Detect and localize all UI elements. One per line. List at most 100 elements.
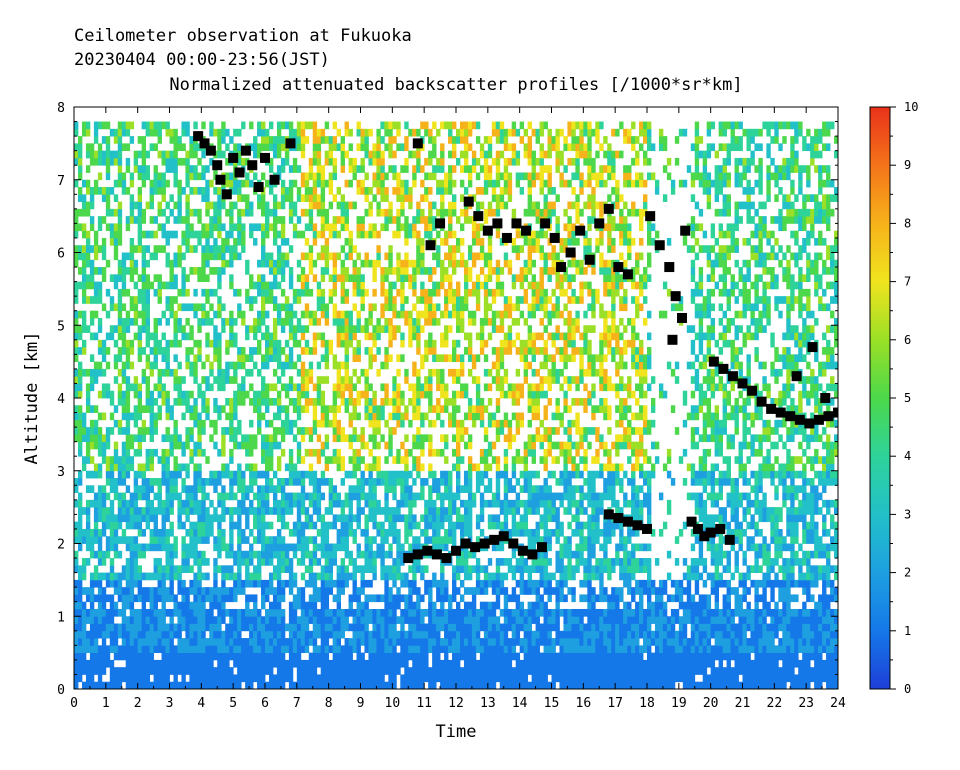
heat-cell: [177, 463, 182, 472]
heat-cell: [137, 579, 143, 588]
heat-cell: [137, 550, 143, 559]
heat-cell: [467, 565, 473, 573]
heat-cell: [173, 165, 178, 173]
heat-cell: [81, 645, 87, 654]
heat-cell: [284, 303, 290, 312]
heat-cell: [141, 136, 147, 144]
heat-cell: [217, 448, 222, 457]
heat-cell: [388, 543, 393, 552]
heat-cell: [157, 208, 162, 217]
heat-cell: [324, 645, 330, 654]
heat-cell: [404, 267, 409, 275]
heat-cell: [261, 485, 266, 493]
heat-cell: [316, 448, 322, 457]
heat-cell: [197, 274, 202, 282]
heat-cell: [384, 208, 389, 217]
heat-cell: [165, 201, 170, 210]
heat-cell: [452, 499, 457, 508]
heat-cell: [209, 528, 214, 537]
heat-cell: [253, 492, 258, 501]
heat-cell: [249, 419, 254, 428]
heat-cell: [113, 339, 119, 348]
heat-cell: [173, 470, 178, 479]
heat-cell: [109, 157, 115, 166]
heat-cell: [312, 230, 318, 239]
heat-cell: [117, 179, 123, 188]
heat-cell: [459, 521, 465, 530]
heat-cell: [221, 543, 226, 552]
heat-cell: [280, 674, 286, 683]
heat-cell: [133, 499, 139, 508]
heat-cell: [448, 521, 453, 530]
heat-cell: [265, 223, 270, 232]
heat-cell: [440, 572, 445, 581]
heat-cell: [177, 303, 182, 312]
heat-cell: [320, 179, 326, 188]
heat-cell: [153, 274, 158, 282]
heat-cell: [280, 216, 286, 224]
heat-cell: [149, 572, 154, 581]
heat-cell: [372, 645, 377, 654]
heat-cell: [257, 325, 262, 333]
heat-cell: [316, 303, 322, 312]
heat-cell: [356, 616, 361, 624]
heat-cell: [428, 587, 433, 595]
heat-cell: [181, 608, 186, 617]
heat-cell: [161, 630, 166, 639]
heat-cell: [197, 667, 202, 675]
heat-cell: [463, 478, 469, 486]
heat-cell: [161, 245, 166, 253]
heat-cell: [225, 681, 230, 689]
heat-cell: [280, 448, 286, 457]
heat-cell: [185, 608, 190, 617]
heat-cell: [101, 121, 107, 130]
heat-cell: [101, 456, 107, 464]
heat-cell: [404, 492, 409, 501]
heat-cell: [392, 623, 397, 632]
heat-cell: [296, 187, 302, 195]
heat-cell: [85, 441, 91, 450]
heat-cell: [463, 165, 469, 173]
heat-cell: [221, 376, 226, 384]
heat-cell: [380, 187, 385, 195]
heat-cell: [408, 398, 413, 406]
heat-cell: [344, 492, 349, 501]
heat-cell: [300, 616, 306, 624]
heat-cell: [261, 623, 266, 632]
heat-cell: [340, 667, 345, 675]
heat-cell: [296, 623, 302, 632]
heat-cell: [109, 463, 115, 472]
heat-cell: [113, 303, 119, 312]
heat-cell: [197, 267, 202, 275]
heat-cell: [74, 347, 79, 355]
heat-cell: [157, 223, 162, 232]
heat-cell: [205, 398, 210, 406]
heat-cell: [161, 448, 166, 457]
heat-cell: [412, 150, 417, 159]
heat-cell: [137, 208, 143, 217]
heat-cell: [233, 674, 238, 683]
heat-cell: [217, 296, 222, 304]
heat-cell: [284, 296, 290, 304]
heat-cell: [420, 463, 425, 472]
heat-cell: [360, 528, 365, 537]
heat-cell: [324, 412, 330, 421]
heat-cell: [308, 463, 314, 472]
heat-cell: [276, 398, 282, 406]
heat-cell: [109, 674, 115, 683]
heat-cell: [276, 128, 282, 137]
heat-cell: [372, 594, 377, 603]
heat-cell: [245, 179, 250, 188]
heat-cell: [428, 310, 433, 319]
heat-cell: [245, 572, 250, 581]
heat-cell: [312, 587, 318, 595]
heat-cell: [384, 514, 389, 523]
heat-cell: [133, 267, 139, 275]
heat-cell: [308, 216, 314, 224]
heat-cell: [189, 499, 194, 508]
heat-cell: [376, 136, 381, 144]
date-range: 20230404 00:00-23:56(JST): [74, 50, 330, 70]
heat-cell: [85, 325, 91, 333]
heat-cell: [332, 310, 338, 319]
heat-cell: [117, 216, 123, 224]
